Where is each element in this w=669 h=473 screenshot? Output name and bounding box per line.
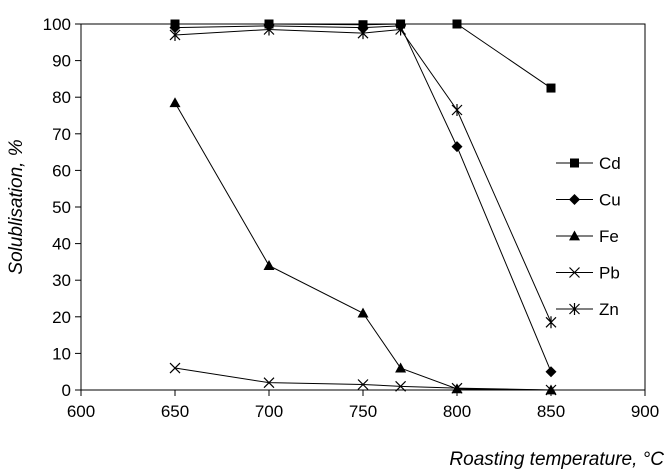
data-point-zn [451,104,463,117]
data-point-zn [395,23,407,36]
series-zn [169,23,557,329]
y-tick-label: 40 [52,235,71,254]
x-tick-label: 700 [255,402,283,421]
data-point-pb [451,382,463,394]
y-tick-label: 100 [43,15,71,34]
data-point-zn [545,316,557,329]
data-point-zn [263,23,275,36]
y-tick-label: 10 [52,344,71,363]
y-axis-title: Solublisation, % [6,139,27,274]
series-line-fe [174,102,552,391]
y-axis-ticks: 0 10 20 30 40 50 60 70 80 90 100 [43,15,81,400]
data-point-cd [546,83,556,93]
legend-marker-cd [570,158,579,168]
legend-item-cu: Cu [556,191,621,210]
x-tick-label: 650 [161,402,189,421]
x-axis-title: Roasting temperature, °C [449,449,664,470]
data-point-fe [357,307,369,318]
y-tick-label: 60 [52,161,71,180]
series-cu [169,20,557,378]
data-point-fe [169,97,181,108]
legend-marker-fe [569,230,580,241]
x-tick-label: 800 [443,402,471,421]
legend-label: Fe [599,227,619,246]
data-point-zn [169,28,181,41]
data-point-pb [357,379,369,390]
legend-item-fe: Fe [556,227,619,246]
data-point-fe [263,260,275,270]
data-point-pb [169,362,181,374]
series-layer [169,19,557,396]
data-point-fe [395,362,407,373]
legend-item-zn: Zn [556,300,619,319]
data-point-cu [169,22,181,34]
legend-marker-pb [569,267,580,278]
x-tick-label: 600 [67,402,95,421]
x-axis-ticks: 600 650 700 750 800 850 900 [67,390,659,421]
data-point-cu [545,366,557,378]
plot-frame [80,23,646,391]
y-tick-label: 30 [52,271,71,290]
y-tick-label: 20 [52,308,71,327]
legend-item-pb: Pb [556,264,620,283]
x-tick-label: 850 [537,402,565,421]
data-point-pb [263,377,275,389]
series-pb [169,362,557,396]
y-tick-label: 50 [52,198,71,217]
y-tick-label: 80 [52,88,71,107]
legend-label: Zn [599,300,619,319]
legend-marker-zn [569,303,580,315]
legend-label: Cu [599,191,621,210]
y-tick-label: 0 [62,381,71,400]
series-line-cu [174,25,552,372]
legend: Cd Cu Fe Pb Zn [556,154,621,319]
x-tick-label: 900 [631,402,659,421]
data-point-cu [451,141,463,153]
series-line-zn [174,28,552,323]
y-tick-label: 90 [52,52,71,71]
legend-label: Pb [599,264,620,283]
legend-label: Cd [599,154,621,173]
y-tick-label: 70 [52,125,71,144]
legend-item-cd: Cd [556,154,621,173]
legend-marker-cu [569,194,580,205]
series-line-pb [174,367,552,391]
x-tick-label: 750 [349,402,377,421]
data-point-zn [357,27,369,40]
